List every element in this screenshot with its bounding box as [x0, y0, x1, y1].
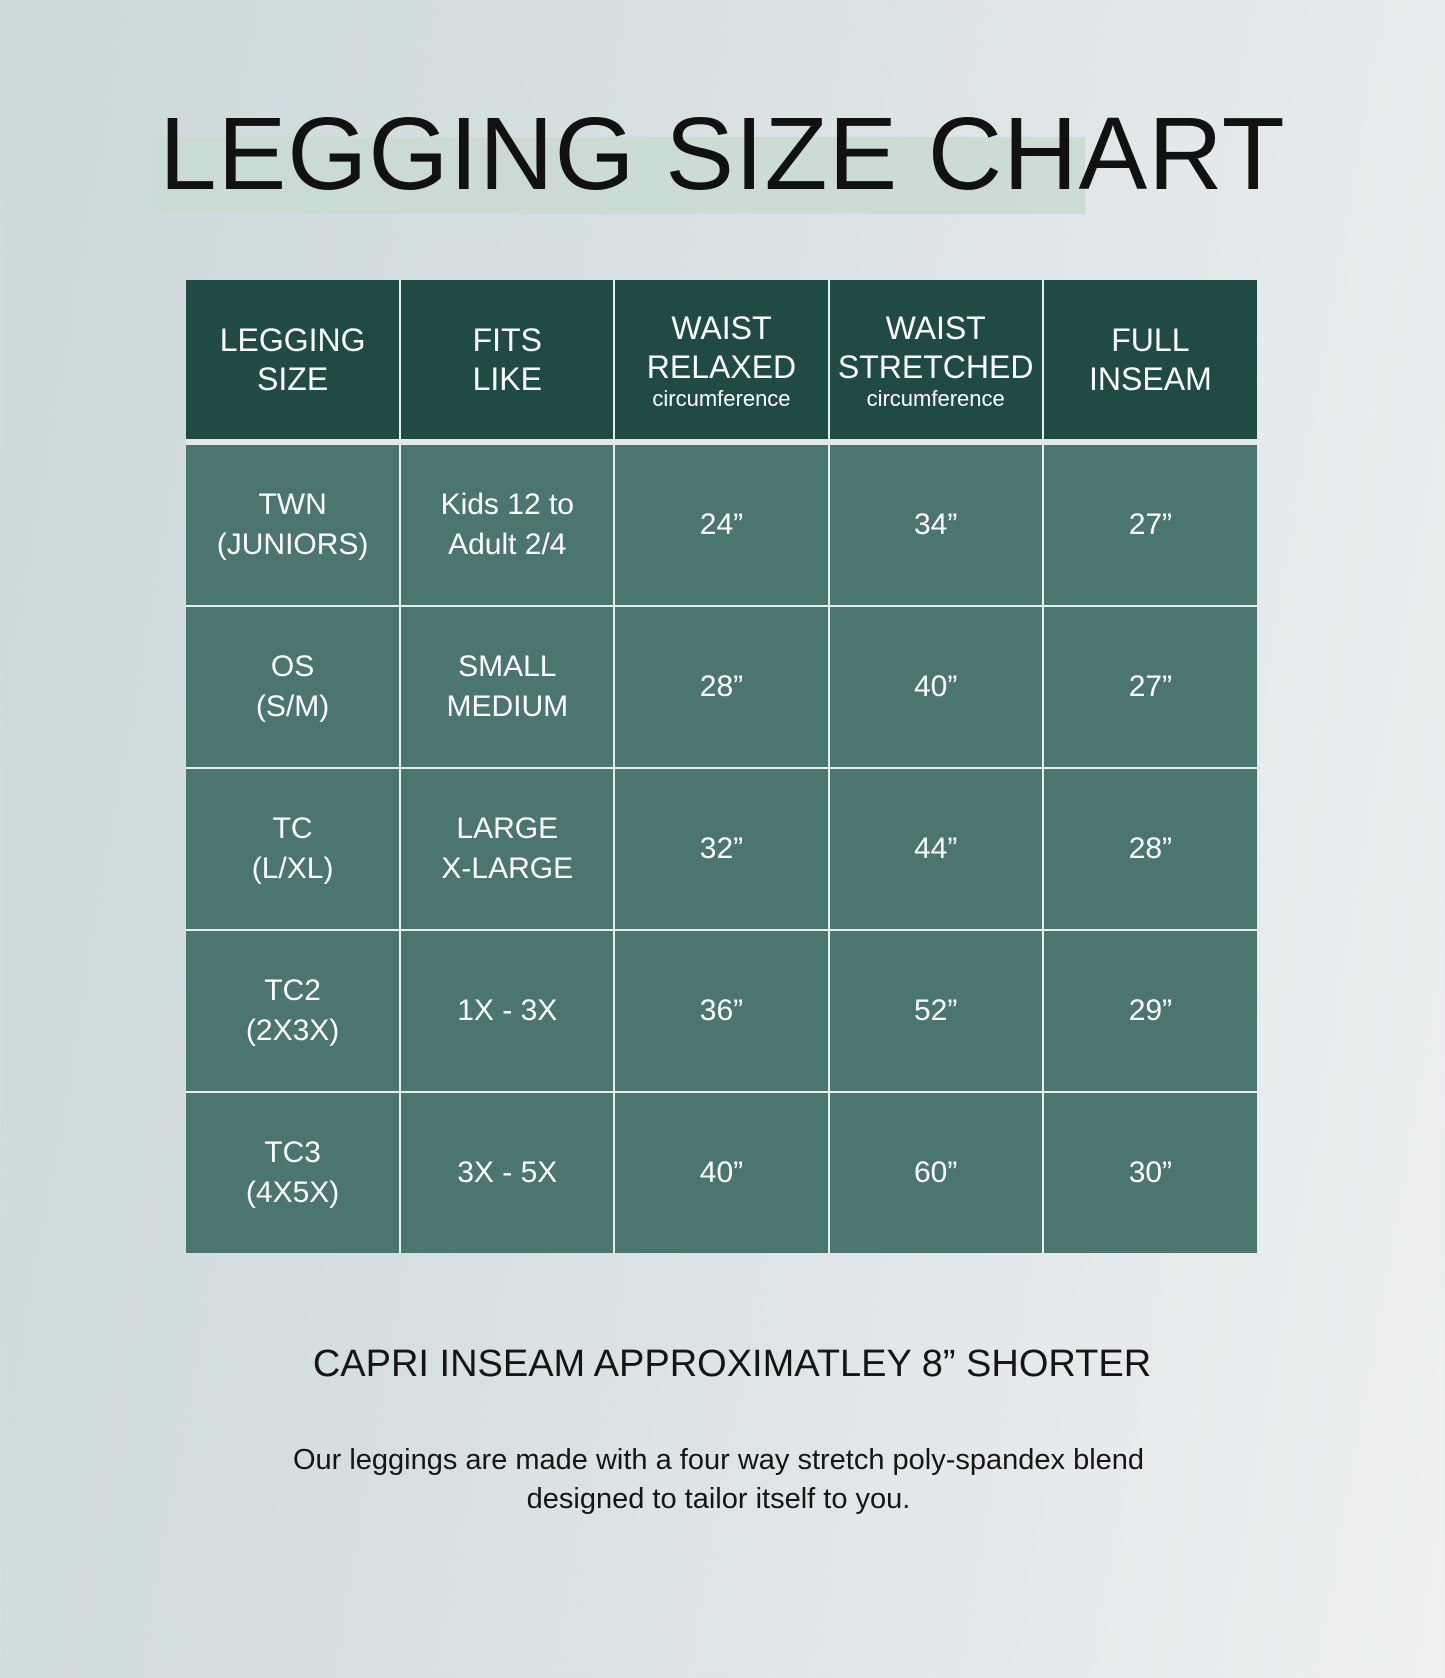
- cell-text: 32”: [699, 832, 744, 865]
- cell-size: TWN (JUNIORS): [186, 441, 402, 607]
- header-line2: INSEAM: [1089, 360, 1212, 397]
- cell-text: 34”: [913, 508, 958, 541]
- cell-relaxed: 40”: [613, 1091, 830, 1253]
- cell-inseam: 29”: [1041, 929, 1257, 1093]
- cell-size: TC3 (4X5X): [186, 1091, 402, 1253]
- table-row: TC (L/XL) LARGE X-LARGE 32” 44” 28”: [186, 767, 1257, 931]
- table-row: TC3 (4X5X) 3X - 5X 40” 60” 30”: [186, 1091, 1257, 1253]
- cell-text: 36”: [699, 994, 744, 1027]
- header-line2: LIKE: [472, 360, 542, 397]
- table-row: OS (S/M) SMALL MEDIUM 28” 40” 27”: [186, 605, 1257, 769]
- column-header: FITS LIKE: [399, 280, 616, 445]
- cell-text: 1X - 3X: [457, 994, 558, 1027]
- header-line1: FITS: [472, 321, 542, 358]
- header-sub: circumference: [866, 385, 1005, 411]
- cell-text: Adult 2/4: [448, 528, 567, 561]
- column-header: WAIST RELAXED circumference: [613, 280, 830, 445]
- cell-text: 24”: [699, 508, 744, 541]
- cell-relaxed: 28”: [613, 605, 830, 769]
- cell-text: 30”: [1128, 1156, 1173, 1189]
- title-highlight: [153, 137, 1085, 214]
- cell-fits1: Kids 12 to Adult 2/4: [399, 441, 616, 607]
- cell-text: 60”: [913, 1156, 958, 1189]
- cell-text: 44”: [913, 832, 958, 865]
- cell-text: 27”: [1128, 508, 1173, 541]
- cell-relaxed: 24”: [613, 441, 830, 607]
- cell-text: (S/M): [255, 690, 330, 723]
- cell-text: 40”: [699, 1156, 744, 1189]
- cell-relaxed: 36”: [613, 929, 830, 1093]
- header-line2: RELAXED: [646, 348, 797, 385]
- cell-text: TWN: [258, 488, 327, 521]
- header-row: LEGGING SIZE FITS LIKE WAIST RELAXED circumfer…: [186, 280, 1257, 445]
- size-chart-table: LEGGING SIZE FITS LIKE WAIST RELAXED circumfer…: [186, 280, 1257, 1253]
- column-header: WAIST STRETCHED circumference: [827, 280, 1044, 445]
- cell-text: TC3: [264, 1136, 321, 1169]
- column-header: LEGGING SIZE: [186, 280, 402, 445]
- cell-stretched: 60”: [827, 1091, 1044, 1253]
- cell-stretched: 34”: [827, 441, 1044, 607]
- cell-text: OS: [270, 650, 315, 683]
- cell-stretched: 52”: [827, 929, 1044, 1093]
- cell-text: MEDIUM: [446, 690, 569, 723]
- description-line: designed to tailor itself to you.: [526, 1483, 911, 1515]
- cell-text: 52”: [913, 994, 958, 1027]
- cell-relaxed: 32”: [613, 767, 830, 931]
- cell-text: 29”: [1128, 994, 1173, 1027]
- cell-size: TC2 (2X3X): [186, 929, 402, 1093]
- header-line2: STRETCHED: [837, 348, 1034, 385]
- cell-fits1: SMALL MEDIUM: [399, 605, 616, 769]
- cell-text: X-LARGE: [441, 852, 574, 885]
- page-title: LEGGING SIZE CHART: [159, 96, 1286, 211]
- cell-text: LARGE: [456, 812, 559, 845]
- cell-text: 3X - 5X: [457, 1156, 558, 1189]
- cell-fits1: 3X - 5X: [399, 1091, 616, 1253]
- cell-text: (JUNIORS): [216, 528, 369, 561]
- capri-note: CAPRI INSEAM APPROXIMATLEY 8” SHORTER: [312, 1343, 1152, 1385]
- header-line1: LEGGING: [219, 321, 366, 358]
- cell-inseam: 28”: [1041, 767, 1257, 931]
- cell-size: OS (S/M): [186, 605, 402, 769]
- cell-text: 40”: [913, 670, 958, 703]
- header-line1: FULL: [1111, 321, 1190, 358]
- cell-size: TC (L/XL): [186, 767, 402, 931]
- cell-inseam: 27”: [1041, 441, 1257, 607]
- cell-text: TC2: [264, 974, 321, 1007]
- table-row: TC2 (2X3X) 1X - 3X 36” 52” 29”: [186, 929, 1257, 1093]
- cell-text: (4X5X): [245, 1176, 340, 1209]
- cell-text: TC: [272, 812, 313, 845]
- cell-text: (L/XL): [251, 852, 334, 885]
- cell-inseam: 27”: [1041, 605, 1257, 769]
- cell-inseam: 30”: [1041, 1091, 1257, 1253]
- cell-text: SMALL: [458, 650, 557, 683]
- cell-text: 27”: [1128, 670, 1173, 703]
- column-header: FULL INSEAM: [1041, 280, 1257, 445]
- cell-stretched: 44”: [827, 767, 1044, 931]
- cell-fits1: 1X - 3X: [399, 929, 616, 1093]
- header-sub: circumference: [652, 385, 791, 411]
- cell-text: (2X3X): [245, 1014, 340, 1047]
- header-line2: SIZE: [257, 360, 329, 397]
- cell-text: 28”: [699, 670, 744, 703]
- description-line: Our leggings are made with a four way st…: [292, 1444, 1145, 1476]
- cell-stretched: 40”: [827, 605, 1044, 769]
- header-line1: WAIST: [885, 309, 986, 346]
- cell-text: 28”: [1128, 832, 1173, 865]
- table-row: TWN (JUNIORS) Kids 12 to Adult 2/4 24” 34” 27”: [186, 441, 1257, 607]
- cell-fits1: LARGE X-LARGE: [399, 767, 616, 931]
- header-line1: WAIST: [671, 309, 772, 346]
- description: Our leggings are made with a four way st…: [0, 1441, 1437, 1519]
- cell-text: Kids 12 to: [440, 488, 574, 521]
